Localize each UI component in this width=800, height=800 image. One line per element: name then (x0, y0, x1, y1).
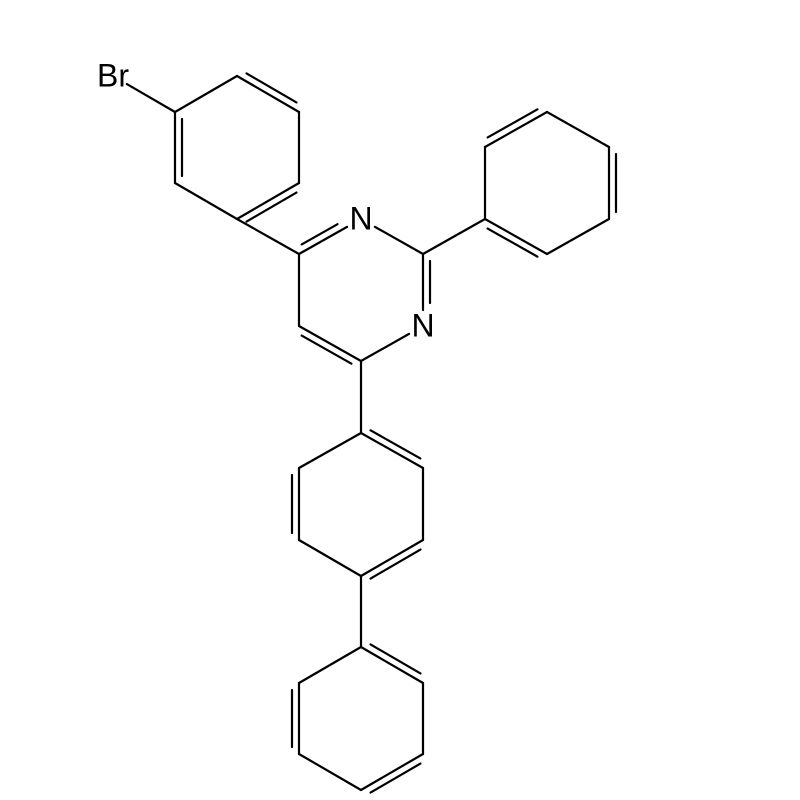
bond-line (371, 644, 421, 673)
atom-label-br: Br (97, 58, 129, 95)
bond-line (371, 550, 421, 579)
bond-line (175, 183, 237, 219)
bond-line (237, 183, 299, 219)
bond-line (302, 336, 352, 364)
bond-line (375, 227, 423, 254)
bond-line (361, 334, 409, 361)
bond-line (485, 112, 547, 147)
bond-line (299, 647, 361, 683)
bond-line (488, 109, 538, 137)
bond-line (127, 84, 175, 112)
atom-label-p2: N (349, 201, 372, 238)
bond-line (175, 76, 237, 112)
bond-line (299, 326, 361, 361)
atom-label-p4: N (411, 308, 434, 345)
bond-line (299, 540, 361, 576)
bond-line (485, 219, 547, 254)
bond-layer (0, 0, 800, 800)
bond-line (247, 193, 297, 222)
bond-line (237, 219, 299, 254)
bond-line (299, 227, 347, 254)
bond-line (371, 764, 421, 793)
bond-line (423, 219, 485, 254)
bond-line (371, 430, 421, 458)
bond-line (299, 433, 361, 468)
bond-line (247, 73, 297, 102)
bond-line (237, 76, 299, 112)
bond-line (299, 754, 361, 790)
bond-line (488, 229, 538, 257)
chemical-structure-canvas: Br N N (0, 0, 800, 800)
bond-line (547, 112, 609, 147)
bond-line (361, 754, 423, 790)
bond-line (361, 540, 423, 576)
bond-line (361, 647, 423, 683)
bond-line (361, 433, 423, 468)
bond-line (547, 219, 609, 254)
